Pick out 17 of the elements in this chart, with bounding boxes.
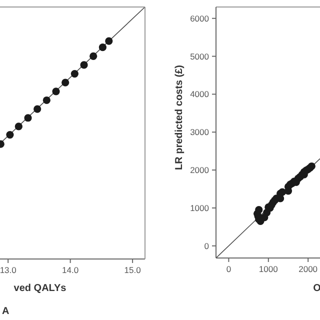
- y-axis-title: LR predicted costs (£): [174, 64, 185, 170]
- x-axis-title: O: [313, 283, 320, 294]
- y-tick-label: 1000: [190, 202, 210, 213]
- x-axis-title: ved QALYs: [14, 283, 67, 294]
- x-tick-label: 0: [226, 264, 232, 274]
- x-tick-label: 14.0: [62, 265, 79, 275]
- x-tick-label: 15.0: [124, 265, 142, 275]
- y-tick-label: 0: [204, 240, 210, 251]
- y-tick-label: 6000: [190, 13, 210, 24]
- y-tick-label: 2000: [190, 165, 210, 176]
- y-tick-label: 5000: [190, 51, 210, 62]
- y-tick-label: 3000: [190, 127, 210, 138]
- text: A: [2, 306, 10, 317]
- y-tick-label: 4000: [190, 89, 210, 100]
- x-tick-label: 13.0: [0, 265, 17, 275]
- x-tick-label: 2000: [298, 264, 318, 274]
- x-tick-label: 1000: [258, 264, 278, 274]
